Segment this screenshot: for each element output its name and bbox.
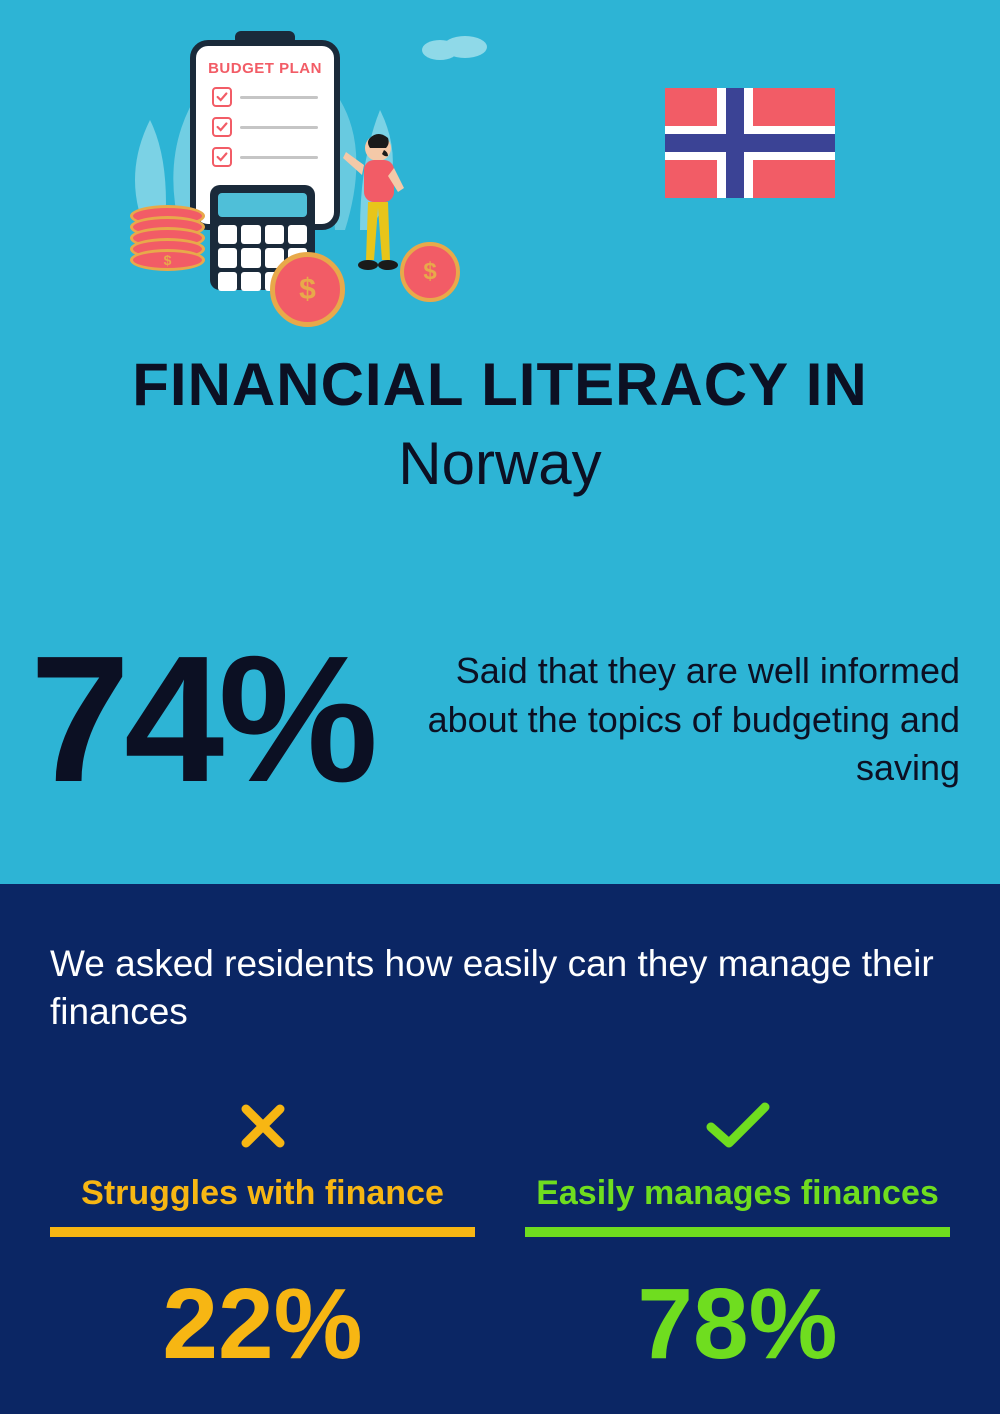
manages-percent: 78% (525, 1267, 950, 1382)
results-row: Struggles with finance 22% Easily manage… (50, 1096, 950, 1382)
person-icon (340, 130, 410, 290)
struggles-percent: 22% (50, 1267, 475, 1382)
clipboard-title: BUDGET PLAN (196, 60, 334, 77)
main-stat: 74% Said that they are well informed abo… (30, 630, 960, 810)
budget-illustration: BUDGET PLAN (80, 20, 420, 310)
result-manages: Easily manages finances 78% (525, 1096, 950, 1382)
title-line2: Norway (0, 429, 1000, 498)
norway-flag-icon (665, 88, 835, 198)
struggles-underline (50, 1227, 475, 1237)
result-struggles: Struggles with finance 22% (50, 1096, 475, 1382)
page-title: FINANCIAL LITERACY IN Norway (0, 350, 1000, 498)
struggles-label: Struggles with finance (50, 1174, 475, 1213)
top-section: BUDGET PLAN (0, 0, 1000, 884)
survey-question: We asked residents how easily can they m… (50, 940, 950, 1036)
bottom-section: We asked residents how easily can they m… (0, 884, 1000, 1414)
manages-label: Easily manages finances (525, 1174, 950, 1213)
manages-underline (525, 1227, 950, 1237)
coin-stack-icon: $ (130, 205, 205, 271)
x-icon (50, 1096, 475, 1156)
main-stat-description: Said that they are well informed about t… (402, 647, 960, 793)
coin-icon: $ (270, 252, 345, 327)
main-stat-percent: 74% (30, 630, 372, 810)
check-icon (525, 1096, 950, 1156)
title-line1: FINANCIAL LITERACY IN (0, 350, 1000, 419)
